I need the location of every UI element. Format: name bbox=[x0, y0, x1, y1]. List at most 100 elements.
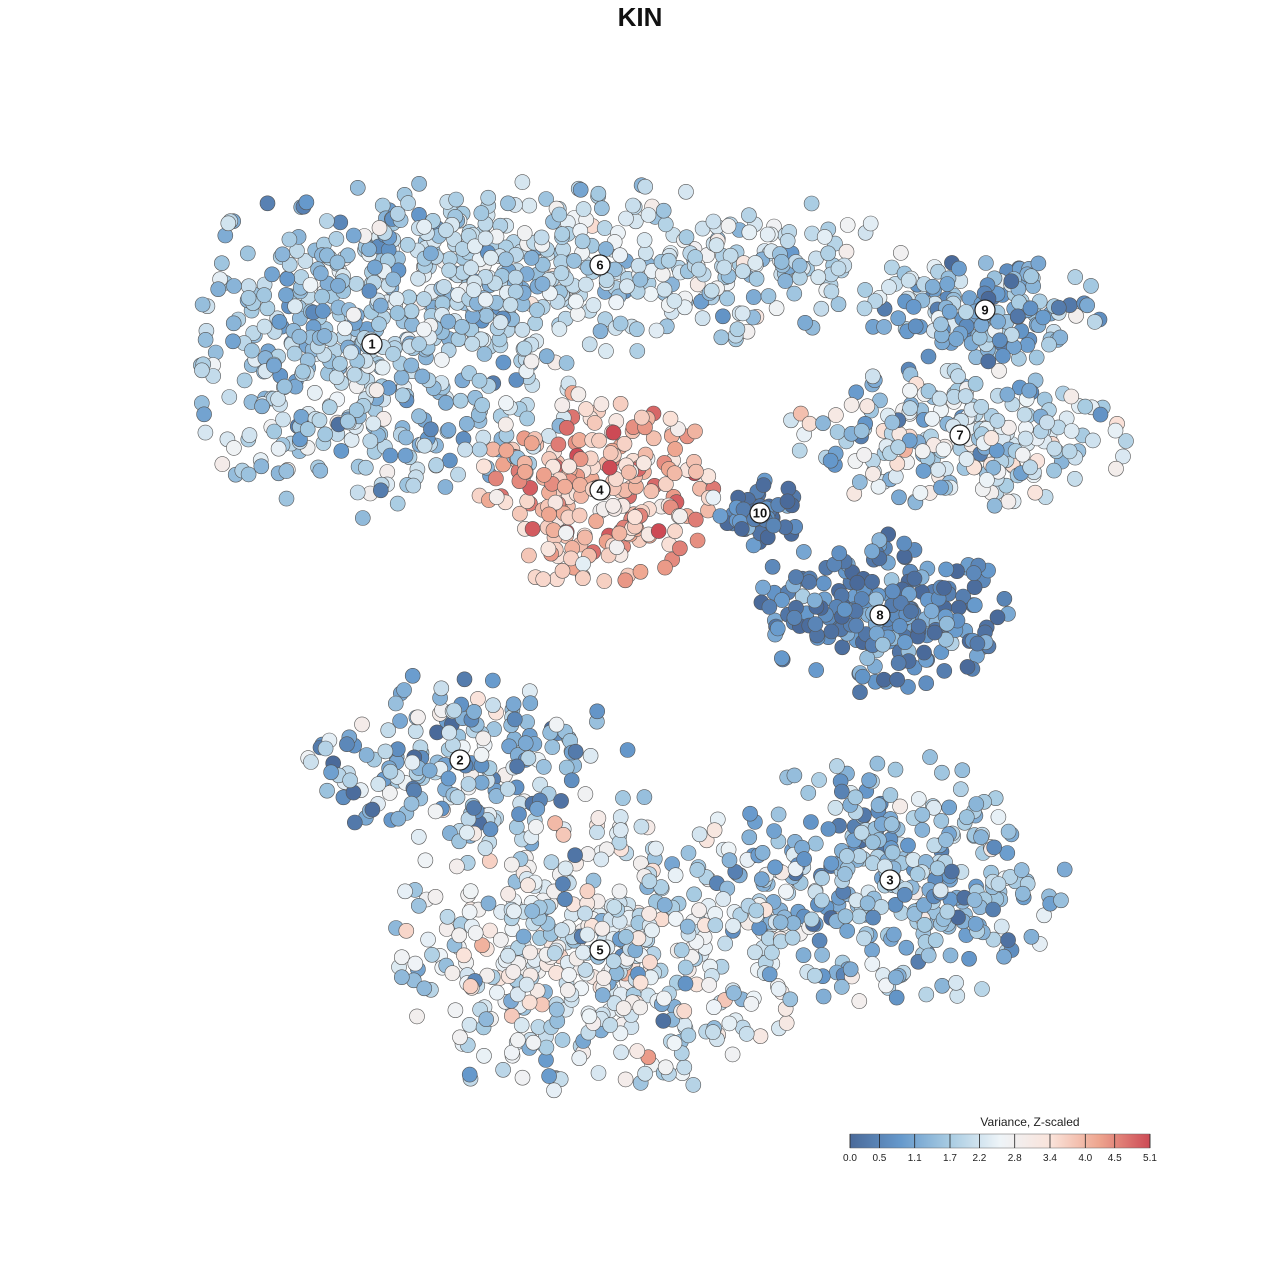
data-point bbox=[575, 201, 592, 217]
data-point bbox=[361, 241, 377, 258]
data-point bbox=[557, 860, 574, 877]
data-point bbox=[346, 814, 363, 831]
cluster-label-text: 2 bbox=[456, 753, 463, 768]
data-point bbox=[936, 580, 952, 596]
data-point bbox=[950, 368, 966, 385]
data-point bbox=[929, 860, 946, 877]
data-point bbox=[480, 189, 497, 206]
data-point bbox=[989, 412, 1006, 429]
data-point bbox=[1087, 314, 1103, 330]
data-point bbox=[561, 967, 577, 983]
data-point bbox=[271, 313, 288, 330]
data-point bbox=[256, 287, 273, 303]
data-point bbox=[632, 271, 649, 288]
data-point bbox=[220, 215, 237, 232]
data-point bbox=[546, 945, 563, 961]
data-point bbox=[795, 544, 812, 560]
data-point bbox=[253, 458, 270, 475]
data-point bbox=[414, 368, 431, 385]
data-point bbox=[279, 270, 296, 287]
data-point bbox=[829, 758, 845, 774]
data-point bbox=[210, 281, 226, 298]
data-point bbox=[595, 970, 612, 986]
data-point bbox=[755, 477, 772, 493]
data-point bbox=[641, 873, 658, 890]
data-point bbox=[605, 953, 622, 970]
data-point bbox=[813, 892, 830, 909]
data-point bbox=[803, 195, 820, 212]
cluster-label-text: 7 bbox=[956, 428, 963, 443]
data-point bbox=[460, 776, 477, 792]
data-point bbox=[719, 290, 736, 307]
data-point bbox=[689, 532, 706, 549]
data-point bbox=[500, 195, 516, 212]
data-point bbox=[708, 237, 725, 253]
data-point bbox=[1108, 460, 1124, 477]
data-point bbox=[801, 574, 817, 590]
data-point bbox=[996, 948, 1012, 965]
data-point bbox=[568, 293, 584, 310]
data-point bbox=[1079, 297, 1095, 314]
data-point bbox=[1003, 273, 1020, 290]
data-point bbox=[498, 395, 514, 411]
data-point bbox=[592, 323, 609, 340]
data-point bbox=[315, 303, 331, 319]
data-point bbox=[396, 682, 412, 698]
cluster-label-badge bbox=[949, 424, 971, 446]
data-point bbox=[705, 1024, 721, 1040]
data-point bbox=[462, 978, 479, 995]
data-point bbox=[538, 348, 555, 365]
data-point bbox=[266, 357, 282, 374]
data-point bbox=[808, 662, 825, 678]
data-point bbox=[703, 282, 720, 299]
data-point bbox=[306, 384, 323, 401]
data-point bbox=[488, 489, 505, 505]
cluster-label-8: 8 bbox=[869, 604, 891, 626]
data-point bbox=[557, 478, 573, 495]
data-point bbox=[706, 822, 723, 839]
data-point bbox=[276, 378, 293, 395]
cluster-label-6: 6 bbox=[589, 254, 611, 276]
data-point bbox=[524, 903, 541, 919]
data-point bbox=[589, 824, 605, 840]
data-point bbox=[557, 891, 573, 908]
data-point bbox=[632, 563, 649, 580]
data-point bbox=[712, 508, 729, 524]
data-point bbox=[715, 308, 731, 325]
data-point bbox=[291, 328, 308, 345]
data-point bbox=[1063, 388, 1080, 405]
data-point bbox=[492, 932, 509, 948]
data-point bbox=[452, 392, 469, 409]
data-point bbox=[958, 451, 975, 467]
data-point bbox=[221, 389, 238, 405]
data-point bbox=[476, 458, 492, 475]
data-point bbox=[516, 340, 533, 357]
data-point bbox=[772, 914, 789, 931]
data-point bbox=[680, 845, 697, 861]
data-point bbox=[548, 1001, 565, 1018]
data-point bbox=[633, 818, 650, 835]
data-point bbox=[509, 986, 526, 1003]
data-point bbox=[721, 852, 738, 869]
data-point bbox=[433, 352, 450, 368]
data-point bbox=[887, 761, 904, 778]
data-point bbox=[660, 252, 677, 269]
data-point bbox=[856, 930, 872, 947]
data-point bbox=[403, 303, 420, 320]
data-point bbox=[800, 785, 817, 801]
data-point bbox=[635, 455, 652, 472]
cluster-label-badge bbox=[869, 604, 891, 626]
data-point bbox=[520, 877, 536, 894]
data-point bbox=[853, 824, 870, 841]
data-point bbox=[1041, 336, 1057, 353]
data-point bbox=[581, 336, 598, 353]
cluster-label-7: 7 bbox=[949, 424, 971, 446]
data-point bbox=[901, 432, 918, 449]
data-point bbox=[411, 408, 427, 425]
data-point bbox=[495, 1062, 511, 1078]
data-point bbox=[554, 922, 570, 938]
data-point bbox=[612, 395, 629, 412]
data-point bbox=[896, 535, 913, 552]
data-point bbox=[517, 463, 533, 480]
data-point bbox=[345, 306, 362, 323]
